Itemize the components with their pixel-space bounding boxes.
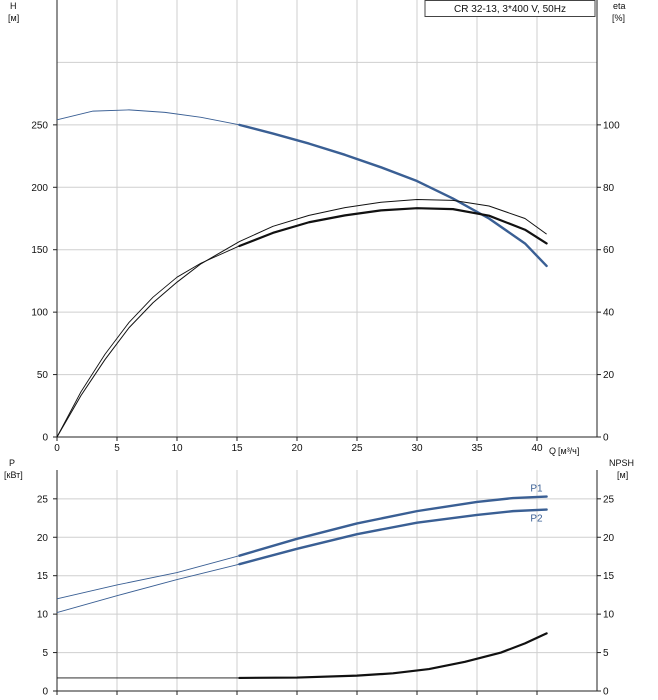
c0-yr-tick-label: 0 — [603, 433, 609, 444]
c1-series-1-label: P2 — [530, 514, 543, 525]
c0-x-tick-label: 15 — [231, 443, 243, 454]
c0-series-0-curve-thin — [56, 109, 240, 126]
c1-yl-tick-label: 10 — [37, 610, 49, 621]
c0-x-tick-label: 25 — [351, 443, 363, 454]
c0-x-unit: [м³/ч] — [558, 446, 579, 456]
c0-series-0-curve — [238, 123, 548, 268]
c0-x-tick-label: 0 — [54, 443, 60, 454]
c0-x-tick-label: 10 — [171, 443, 183, 454]
c0-series-1-curve-thin — [56, 245, 240, 438]
c1-yr-tick-label: 10 — [603, 610, 615, 621]
c1-yr-tick-label: 0 — [603, 687, 609, 698]
c0-yl-tick-label: 250 — [31, 120, 48, 131]
c0-yr-tick-label: 80 — [603, 183, 615, 194]
c0-yl-tick-label: 0 — [42, 433, 48, 444]
c0-yl-unit: [м] — [8, 13, 19, 23]
c1-yl-tick-label: 20 — [37, 533, 49, 544]
c0-series-2-curve — [56, 198, 547, 438]
c1-yl-tick-label: 0 — [42, 687, 48, 698]
c1-yl-tick-label: 15 — [37, 571, 49, 582]
c1-yr-tick-label: 20 — [603, 533, 615, 544]
c0-x-tick-label: 30 — [411, 443, 423, 454]
legend-text: CR 32-13, 3*400 V, 50Hz — [454, 4, 566, 15]
c0-yr-tick-label: 20 — [603, 370, 615, 381]
c0-yr-name: eta — [613, 1, 626, 11]
c0-yl-tick-label: 100 — [31, 308, 48, 319]
c0-x-name: Q — [549, 446, 556, 456]
c1-series-0-label: P1 — [530, 484, 543, 495]
c1-series-0-curve — [238, 495, 548, 557]
c1-yr-tick-label: 5 — [603, 648, 609, 659]
c1-yr-unit: [м] — [617, 470, 628, 480]
c0-yr-tick-label: 60 — [603, 245, 615, 256]
c1-yr-tick-label: 25 — [603, 494, 615, 505]
c1-yr-name: NPSH — [609, 458, 634, 468]
c0-x-tick-label: 5 — [114, 443, 120, 454]
c0-yr-tick-label: 40 — [603, 308, 615, 319]
c0-x-tick-label: 40 — [531, 443, 543, 454]
c1-yl-name: P — [9, 458, 15, 468]
c0-yl-tick-label: 200 — [31, 183, 48, 194]
c1-yl-tick-label: 25 — [37, 494, 49, 505]
c0-x-tick-label: 35 — [471, 443, 483, 454]
c1-yr-tick-label: 15 — [603, 571, 615, 582]
c1-series-1-curve-thin — [56, 563, 240, 614]
c0-yl-tick-label: 150 — [31, 245, 48, 256]
c1-yl-unit: [кВт] — [4, 470, 23, 480]
c0-yl-name: H — [10, 1, 17, 11]
c0-yr-unit: [%] — [612, 13, 625, 23]
c0-yl-tick-label: 50 — [37, 370, 49, 381]
c1-yl-tick-label: 5 — [42, 648, 48, 659]
c1-series-2-curve — [238, 632, 548, 680]
c1-series-0-curve-thin — [56, 555, 240, 600]
c0-yr-tick-label: 100 — [603, 120, 620, 131]
c0-x-tick-label: 20 — [291, 443, 303, 454]
c0-series-1-curve — [238, 207, 548, 248]
c1-series-1-curve — [238, 508, 548, 566]
legend-box — [424, 0, 596, 17]
